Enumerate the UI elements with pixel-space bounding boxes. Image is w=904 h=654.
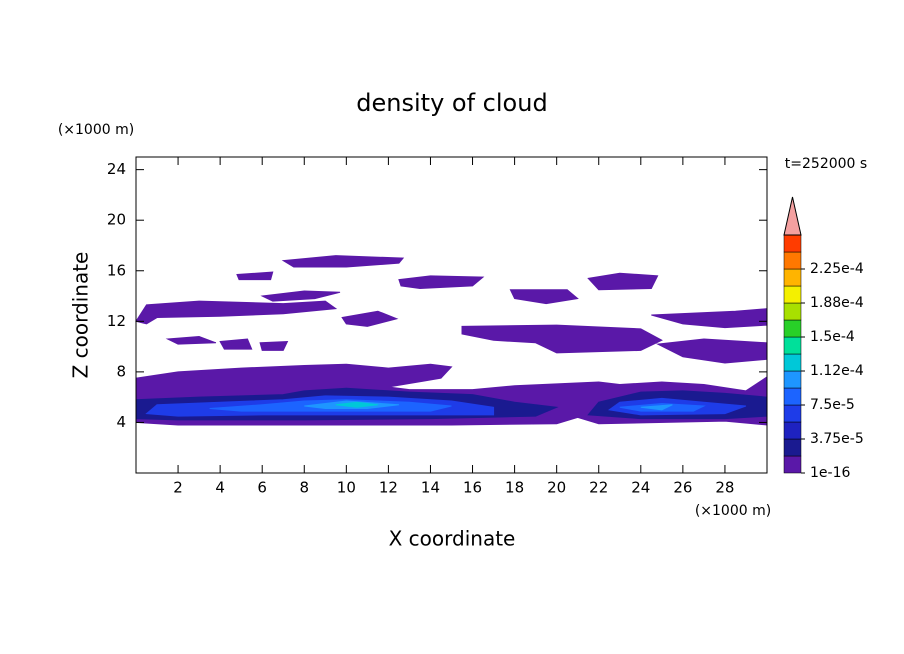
x-tick-label: 4 [215, 479, 225, 497]
contour-region [640, 404, 673, 411]
x-tick-label: 18 [505, 479, 524, 497]
colorbar-box [783, 404, 802, 423]
x-tick-label: 12 [379, 479, 398, 497]
contour-region [398, 275, 485, 289]
colorbar-box [783, 455, 802, 474]
colorbar-box [783, 319, 802, 338]
y-unit: (×1000 m) [58, 122, 134, 138]
y-tick-label: 8 [116, 362, 126, 380]
colorbar-box [783, 438, 802, 457]
colorbar-box [783, 302, 802, 321]
contour-region [259, 341, 289, 351]
contour-region [651, 308, 768, 329]
x-tick-label: 8 [299, 479, 309, 497]
colorbar-box [783, 421, 802, 440]
y-tick-label: 12 [107, 312, 126, 330]
colorbar-label: 1e-16 [810, 465, 850, 481]
contour-region [341, 310, 399, 327]
x-tick-label: 22 [589, 479, 608, 497]
contour-region [135, 300, 338, 325]
time-annotation: t=252000 s [785, 156, 867, 172]
y-tick-label: 20 [107, 211, 126, 229]
colorbar-box [783, 234, 802, 253]
colorbar-label: 1.12e-4 [810, 363, 864, 379]
colorbar-box [783, 285, 802, 304]
colorbar-box [783, 251, 802, 270]
y-axis-label: Z coordinate [69, 252, 93, 379]
colorbar-extend [783, 196, 802, 236]
contour-region [461, 324, 663, 354]
y-tick-label: 24 [107, 160, 126, 178]
x-tick-label: 2 [173, 479, 183, 497]
contour-region [165, 335, 217, 345]
x-tick-label: 10 [337, 479, 356, 497]
contour-region [587, 272, 659, 291]
x-tick-label: 6 [257, 479, 267, 497]
contour-region [281, 255, 405, 268]
x-tick-label: 20 [547, 479, 566, 497]
x-tick-label: 28 [715, 479, 734, 497]
colorbar-box [783, 370, 802, 389]
chart-title: density of cloud [356, 89, 547, 117]
plot-frame [135, 156, 768, 474]
x-tick-label: 16 [463, 479, 482, 497]
y-tick-label: 4 [116, 413, 126, 431]
x-axis-label: X coordinate [389, 527, 516, 551]
colorbar-box [783, 268, 802, 287]
colorbar-box [783, 336, 802, 355]
contour-region [509, 289, 579, 305]
contour-region [219, 338, 253, 350]
x-unit: (×1000 m) [695, 503, 771, 519]
contour-region [260, 290, 341, 302]
contour-region [335, 401, 378, 408]
contour-region [655, 338, 768, 364]
colorbar-label: 1.5e-4 [810, 329, 855, 345]
colorbar-label: 2.25e-4 [810, 261, 864, 277]
x-tick-label: 26 [673, 479, 692, 497]
x-tick-label: 24 [631, 479, 650, 497]
colorbar-label: 3.75e-5 [810, 431, 864, 447]
x-tick-label: 14 [421, 479, 440, 497]
colorbar-box [783, 353, 802, 372]
y-tick-label: 16 [107, 261, 126, 279]
colorbar-box [783, 387, 802, 406]
colorbar-label: 1.88e-4 [810, 295, 864, 311]
contour-region [236, 271, 274, 281]
colorbar-label: 7.5e-5 [810, 397, 855, 413]
